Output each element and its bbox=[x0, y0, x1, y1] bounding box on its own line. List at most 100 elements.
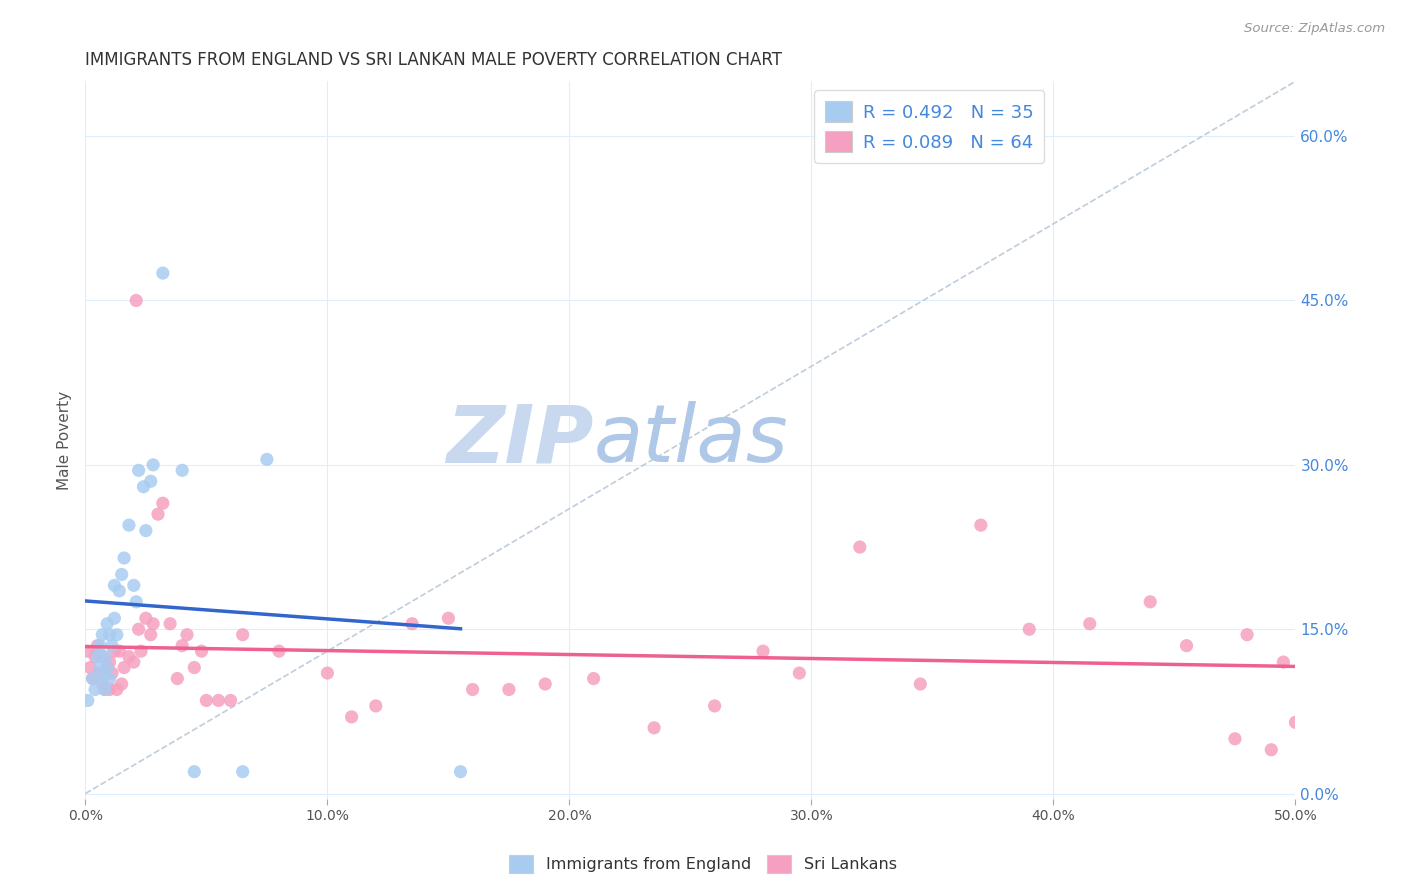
Point bbox=[105, 682, 128, 697]
Point bbox=[76, 693, 98, 707]
Point bbox=[135, 611, 157, 625]
Point bbox=[111, 677, 134, 691]
Point bbox=[1260, 743, 1282, 757]
Point bbox=[82, 672, 104, 686]
Point bbox=[232, 764, 254, 779]
Point bbox=[86, 639, 108, 653]
Point bbox=[135, 524, 157, 538]
Point bbox=[128, 463, 150, 477]
Point bbox=[849, 540, 872, 554]
Point bbox=[207, 693, 229, 707]
Legend: Immigrants from England, Sri Lankans: Immigrants from England, Sri Lankans bbox=[503, 848, 903, 880]
Point bbox=[232, 628, 254, 642]
Point bbox=[122, 655, 145, 669]
Point bbox=[340, 710, 363, 724]
Legend: R = 0.492   N = 35, R = 0.089   N = 64: R = 0.492 N = 35, R = 0.089 N = 64 bbox=[814, 90, 1045, 162]
Point bbox=[267, 644, 290, 658]
Point bbox=[498, 682, 520, 697]
Point bbox=[1175, 639, 1198, 653]
Point bbox=[437, 611, 460, 625]
Point bbox=[1078, 616, 1101, 631]
Point bbox=[112, 660, 135, 674]
Point bbox=[76, 644, 98, 658]
Point bbox=[159, 616, 181, 631]
Point bbox=[316, 666, 339, 681]
Text: IMMIGRANTS FROM ENGLAND VS SRI LANKAN MALE POVERTY CORRELATION CHART: IMMIGRANTS FROM ENGLAND VS SRI LANKAN MA… bbox=[86, 51, 782, 69]
Point bbox=[166, 672, 188, 686]
Point bbox=[96, 660, 118, 674]
Point bbox=[82, 672, 104, 686]
Point bbox=[139, 475, 162, 489]
Point bbox=[98, 672, 121, 686]
Point bbox=[98, 682, 121, 697]
Point bbox=[89, 666, 111, 681]
Point bbox=[91, 628, 114, 642]
Point bbox=[93, 649, 115, 664]
Point bbox=[101, 639, 124, 653]
Point bbox=[703, 698, 725, 713]
Point bbox=[190, 644, 212, 658]
Point bbox=[142, 458, 165, 472]
Point bbox=[84, 682, 107, 697]
Point bbox=[96, 616, 118, 631]
Point bbox=[582, 672, 605, 686]
Point bbox=[256, 452, 278, 467]
Point bbox=[103, 611, 125, 625]
Point bbox=[91, 649, 114, 664]
Text: ZIP: ZIP bbox=[446, 401, 593, 479]
Point bbox=[84, 649, 107, 664]
Point bbox=[86, 649, 108, 664]
Point bbox=[450, 764, 472, 779]
Point bbox=[93, 682, 115, 697]
Point bbox=[128, 622, 150, 636]
Point bbox=[1236, 628, 1258, 642]
Point bbox=[118, 518, 141, 533]
Point bbox=[183, 764, 205, 779]
Y-axis label: Male Poverty: Male Poverty bbox=[58, 391, 72, 490]
Text: atlas: atlas bbox=[593, 401, 789, 479]
Point bbox=[112, 551, 135, 566]
Point bbox=[970, 518, 993, 533]
Point bbox=[89, 639, 111, 653]
Point bbox=[93, 682, 115, 697]
Point bbox=[125, 595, 148, 609]
Point bbox=[146, 507, 169, 521]
Point bbox=[89, 660, 111, 674]
Point bbox=[1284, 715, 1306, 730]
Point bbox=[132, 480, 155, 494]
Point bbox=[142, 616, 165, 631]
Point bbox=[1272, 655, 1295, 669]
Point bbox=[401, 616, 423, 631]
Point bbox=[364, 698, 387, 713]
Point bbox=[91, 677, 114, 691]
Point bbox=[752, 644, 775, 658]
Point bbox=[534, 677, 557, 691]
Point bbox=[98, 628, 121, 642]
Point bbox=[125, 293, 148, 308]
Point bbox=[108, 644, 131, 658]
Point bbox=[108, 583, 131, 598]
Point bbox=[183, 660, 205, 674]
Point bbox=[79, 660, 101, 674]
Point bbox=[96, 660, 118, 674]
Point bbox=[152, 266, 174, 280]
Point bbox=[1018, 622, 1040, 636]
Point bbox=[172, 639, 194, 653]
Point bbox=[461, 682, 484, 697]
Point bbox=[152, 496, 174, 510]
Point bbox=[91, 672, 114, 686]
Point bbox=[1139, 595, 1161, 609]
Point bbox=[1223, 731, 1246, 746]
Point bbox=[129, 644, 152, 658]
Point bbox=[105, 628, 128, 642]
Point bbox=[111, 567, 134, 582]
Point bbox=[910, 677, 932, 691]
Point bbox=[103, 578, 125, 592]
Point bbox=[122, 578, 145, 592]
Point bbox=[139, 628, 162, 642]
Point bbox=[789, 666, 811, 681]
Point bbox=[118, 649, 141, 664]
Point bbox=[98, 655, 121, 669]
Point bbox=[176, 628, 198, 642]
Text: Source: ZipAtlas.com: Source: ZipAtlas.com bbox=[1244, 22, 1385, 36]
